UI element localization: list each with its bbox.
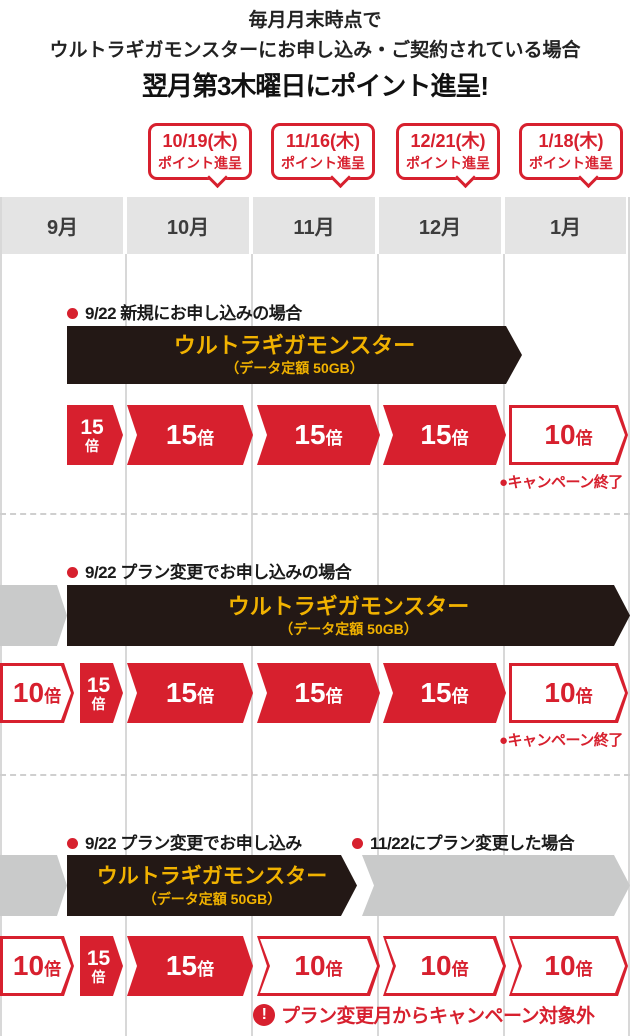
point-callout-october: 10/19(木) ポイント進呈	[148, 123, 252, 189]
section1-arrow-january: 10倍	[509, 405, 628, 465]
section1-campaign-end-note: ●キャンペーン終了	[499, 474, 623, 491]
point-callout-january: 1/18(木) ポイント進呈	[519, 123, 623, 189]
section3-arrow-october: 15倍	[127, 936, 253, 996]
section2-arrow-september-before: 10倍	[0, 663, 74, 723]
section3-bullet2-label: 11/22にプラン変更した場合	[370, 834, 575, 853]
section2-bullet-label: 9/22 プラン変更でお申し込みの場合	[85, 563, 352, 582]
multiplier-label: 15倍	[420, 419, 469, 450]
white-arrow-inner: 10倍	[3, 666, 71, 720]
multiplier-label: 15倍	[294, 677, 343, 708]
section3-arrow-january: 10倍	[509, 936, 628, 996]
section2-arrow-november: 15倍	[257, 663, 380, 723]
multiplier-label: 10倍	[12, 950, 62, 981]
section1-arrow-september: 15 倍	[67, 405, 123, 465]
plan-banner-title: ウルトラギガモンスター	[96, 864, 328, 888]
callout-date: 11/16(木)	[285, 131, 361, 151]
headline-line1: 毎月月末時点で	[248, 10, 382, 31]
plan-banner-title: ウルトラギガモンスター	[173, 333, 416, 358]
callout-label: ポイント進呈	[158, 155, 242, 171]
section1-plan-banner: ウルトラギガモンスター （データ定額 50GB）	[67, 326, 522, 384]
section-separator	[0, 774, 630, 776]
section2-arrow-october: 15倍	[127, 663, 253, 723]
plan-banner-title: ウルトラギガモンスター	[227, 593, 470, 619]
callout-label: ポイント進呈	[406, 155, 490, 171]
exclamation-icon: !	[253, 1003, 275, 1026]
multiplier-label: 15倍	[420, 677, 469, 708]
section3-bullet-2: 11/22にプラン変更した場合	[352, 829, 575, 854]
section1-bullet-label: 9/22 新規にお申し込みの場合	[85, 304, 302, 323]
callout-date: 1/18(木)	[538, 131, 604, 151]
multiplier-label: 10倍	[544, 950, 593, 981]
white-arrow-inner: 10倍	[512, 939, 625, 993]
section3-arrow-november: 10倍	[257, 936, 380, 996]
multiplier-label: 15倍	[165, 950, 215, 981]
headline: 毎月月末時点で ウルトラギガモンスターにお申し込み・ご契約されている場合 翌月第…	[0, 6, 630, 106]
white-arrow-inner: 10倍	[512, 666, 625, 720]
headline-line2: ウルトラギガモンスターにお申し込み・ご契約されている場合	[49, 40, 581, 61]
callout-label: ポイント進呈	[281, 155, 365, 171]
multiplier-label: 15倍	[165, 419, 215, 450]
multiplier-label: 10倍	[544, 419, 593, 450]
month-header-november: 11月	[253, 197, 375, 254]
section1-bullet: 9/22 新規にお申し込みの場合	[67, 299, 302, 324]
section3-changed-plan-arrow	[362, 855, 630, 916]
plan-banner-subtitle: （データ定額 50GB）	[279, 620, 418, 637]
section2-arrow-january: 10倍	[509, 663, 628, 723]
section2-previous-plan-arrow	[0, 585, 67, 646]
section3-arrow-september: 15 倍	[80, 936, 123, 996]
multiplier-label: 15 倍	[86, 947, 111, 985]
plan-banner-subtitle: （データ定額 50GB）	[225, 360, 364, 376]
multiplier-label: 15倍	[165, 677, 215, 708]
section1-arrow-november: 15倍	[257, 405, 380, 465]
callout-label: ポイント進呈	[529, 155, 613, 171]
section3-arrow-september-before: 10倍	[0, 936, 74, 996]
multiplier-label: 10倍	[12, 677, 62, 708]
white-arrow-inner: 10倍	[260, 939, 377, 993]
section2-campaign-end-note: ●キャンペーン終了	[499, 732, 623, 749]
month-header-october: 10月	[127, 197, 249, 254]
multiplier-label: 10倍	[294, 950, 343, 981]
multiplier-label: 10倍	[544, 677, 593, 708]
section3-previous-plan-arrow	[0, 855, 67, 916]
section2-arrow-september: 15 倍	[80, 663, 123, 723]
multiplier-label: 15 倍	[86, 674, 111, 712]
bullet-dot-icon	[67, 838, 78, 849]
bullet-dot-icon	[67, 308, 78, 319]
month-header-january: 1月	[505, 197, 626, 254]
multiplier-label: 10倍	[420, 950, 469, 981]
plan-banner-subtitle: （データ定額 50GB）	[142, 890, 282, 907]
month-header-september: 9月	[2, 197, 123, 254]
section2-bullet: 9/22 プラン変更でお申し込みの場合	[67, 558, 352, 583]
month-header-december: 12月	[379, 197, 501, 254]
callout-date: 10/19(木)	[162, 131, 238, 151]
section1-arrow-october: 15倍	[127, 405, 253, 465]
white-arrow-inner: 10倍	[3, 939, 71, 993]
white-arrow-inner: 10倍	[386, 939, 503, 993]
multiplier-label: 15倍	[294, 419, 343, 450]
bullet-dot-icon	[352, 838, 363, 849]
section3-arrow-december: 10倍	[383, 936, 506, 996]
bullet-dot-icon	[67, 567, 78, 578]
multiplier-label: 15 倍	[80, 416, 104, 454]
white-arrow-inner: 10倍	[512, 408, 625, 462]
section2-arrow-december: 15倍	[383, 663, 506, 723]
section3-bullet-1: 9/22 プラン変更でお申し込み	[67, 829, 302, 854]
section1-arrow-december: 15倍	[383, 405, 506, 465]
point-callout-december: 12/21(木) ポイント進呈	[396, 123, 500, 189]
section-separator	[0, 513, 630, 515]
callout-date: 12/21(木)	[410, 131, 486, 151]
headline-line3: 翌月第3木曜日にポイント進呈!	[141, 71, 489, 101]
section2-plan-banner: ウルトラギガモンスター （データ定額 50GB）	[67, 585, 630, 646]
section3-exclusion-note: ! プラン変更月からキャンペーン対象外	[253, 1001, 595, 1028]
section3-bullet1-label: 9/22 プラン変更でお申し込み	[85, 834, 302, 853]
point-callout-november: 11/16(木) ポイント進呈	[271, 123, 375, 189]
section3-plan-banner: ウルトラギガモンスター （データ定額 50GB）	[67, 855, 357, 916]
section3-exclusion-note-text: プラン変更月からキャンペーン対象外	[281, 1006, 595, 1027]
